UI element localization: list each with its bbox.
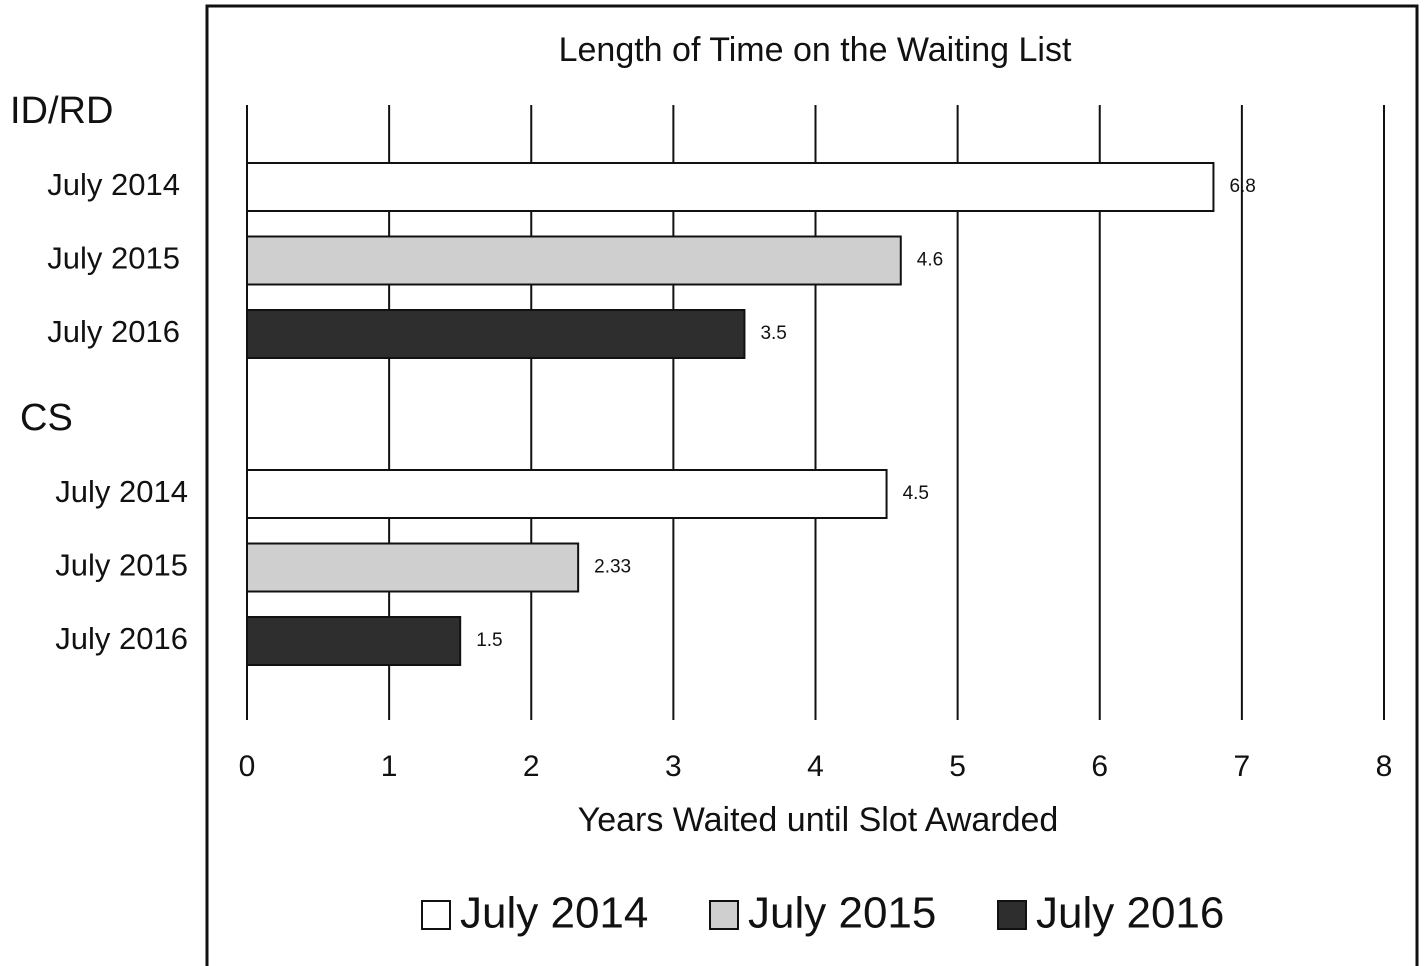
x-tick-label: 0 xyxy=(239,750,256,783)
x-tick-label: 3 xyxy=(665,750,682,783)
x-tick-label: 2 xyxy=(523,750,540,783)
bar xyxy=(246,542,580,593)
x-tick-label: 7 xyxy=(1234,750,1251,783)
bar xyxy=(246,309,746,359)
y-tick-label: July 2015 xyxy=(47,241,180,276)
x-tick-label: 8 xyxy=(1376,750,1393,783)
chart-frame xyxy=(205,4,1419,966)
data-label: 2.33 xyxy=(594,557,631,578)
x-tick-label: 1 xyxy=(381,750,398,783)
y-tick-label: July 2016 xyxy=(47,314,180,349)
y-tick-label: July 2014 xyxy=(55,474,188,509)
x-axis-label: Years Waited until Slot Awarded xyxy=(578,801,1059,839)
legend-swatch xyxy=(709,900,739,930)
chart-title: Length of Time on the Waiting List xyxy=(559,31,1072,69)
data-label: 3.5 xyxy=(760,323,786,344)
data-label: 6.8 xyxy=(1229,176,1255,197)
y-tick-label: July 2015 xyxy=(55,548,188,583)
data-label: 4.5 xyxy=(903,483,929,504)
bar xyxy=(246,616,462,666)
legend-swatch xyxy=(421,900,451,930)
bar xyxy=(246,235,902,286)
y-tick-label: July 2014 xyxy=(47,167,180,202)
x-tick-label: 4 xyxy=(807,750,824,783)
legend-label: July 2016 xyxy=(1036,889,1224,938)
x-tick-label: 5 xyxy=(949,750,966,783)
legend-label: July 2014 xyxy=(460,889,648,938)
group-label: ID/RD xyxy=(10,90,113,132)
group-label: CS xyxy=(20,397,73,439)
bar xyxy=(246,469,888,519)
legend-swatch xyxy=(997,900,1027,930)
data-label: 1.5 xyxy=(476,630,502,651)
y-tick-label: July 2016 xyxy=(55,621,188,656)
bar xyxy=(246,162,1215,212)
legend-label: July 2015 xyxy=(748,889,936,938)
x-tick-label: 6 xyxy=(1091,750,1108,783)
data-label: 4.6 xyxy=(917,250,943,271)
